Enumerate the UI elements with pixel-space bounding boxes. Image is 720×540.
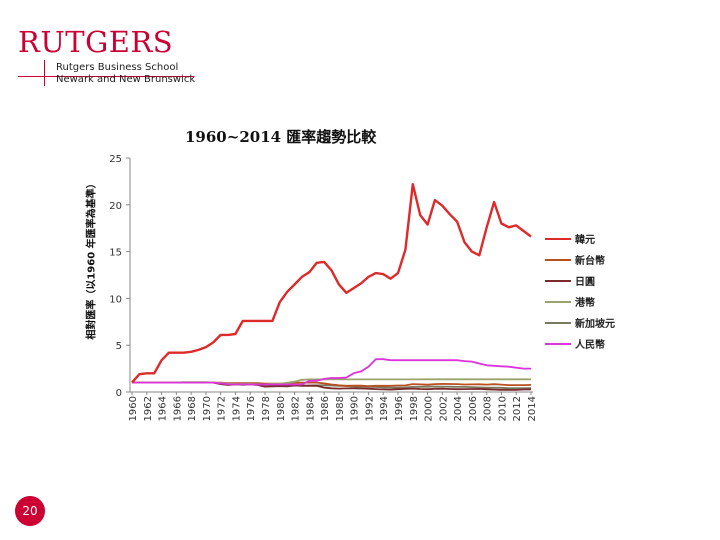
legend-item: 新加坡元 <box>545 312 615 333</box>
legend-label: 日圓 <box>575 277 595 288</box>
x-tick-label: 1960 <box>128 396 139 421</box>
x-tick-label: 1976 <box>246 396 257 421</box>
logo-school-name: Rutgers Business School <box>56 62 179 73</box>
series-line-1 <box>131 182 532 384</box>
x-tick-label: 1998 <box>409 396 420 421</box>
page-number: 20 <box>15 496 45 526</box>
legend-item: 人民幣 <box>545 333 615 354</box>
x-tick-label: 2010 <box>497 396 508 421</box>
x-tick-label: 1986 <box>320 396 331 421</box>
x-tick-label: 1980 <box>276 396 287 421</box>
logo-rule-horizontal <box>18 76 194 77</box>
legend-label: 韓元 <box>575 235 595 246</box>
y-tick-label: 20 <box>109 201 122 212</box>
x-tick-label: 1972 <box>217 396 228 421</box>
series-line-6 <box>132 358 531 386</box>
logo-rule-vertical <box>44 60 45 86</box>
chart-title: 1960~2014 匯率趨勢比較 <box>185 128 377 146</box>
x-tick-label: 1964 <box>158 396 169 421</box>
y-tick-label: 25 <box>109 154 122 165</box>
legend-swatch <box>545 300 571 303</box>
x-tick-label: 1982 <box>291 396 302 421</box>
legend-swatch <box>545 237 571 240</box>
x-tick-label: 2008 <box>483 396 494 421</box>
x-tick-label: 1974 <box>231 396 242 421</box>
legend-label: 港幣 <box>575 298 595 309</box>
logo-campus-name: Newark and New Brunswick <box>56 74 196 85</box>
x-tick-label: 1994 <box>379 396 390 421</box>
x-tick-label: 2002 <box>438 396 449 421</box>
x-tick-label: 1978 <box>261 396 272 421</box>
legend-item: 日圓 <box>545 270 615 291</box>
x-tick-label: 2014 <box>527 396 538 421</box>
x-tick-label: 1968 <box>187 396 198 421</box>
x-tick-label: 1988 <box>335 396 346 421</box>
x-tick-label: 1990 <box>350 396 361 421</box>
legend-item: 新台幣 <box>545 249 615 270</box>
legend-swatch <box>545 258 571 261</box>
x-tick-label: 1966 <box>172 396 183 421</box>
y-tick-label: 10 <box>109 294 122 305</box>
y-tick-label: 5 <box>116 341 122 352</box>
x-tick-label: 2012 <box>512 396 523 421</box>
y-tick-label: 0 <box>116 388 122 399</box>
x-tick-label: 1970 <box>202 396 213 421</box>
x-tick-label: 2006 <box>468 396 479 421</box>
legend-swatch <box>545 321 571 324</box>
x-tick-label: 1992 <box>364 396 375 421</box>
x-tick-label: 1996 <box>394 396 405 421</box>
legend-label: 人民幣 <box>575 340 605 351</box>
x-tick-label: 2000 <box>424 396 435 421</box>
legend-swatch <box>545 279 571 282</box>
x-tick-label: 1962 <box>143 396 154 421</box>
chart-legend: 韓元新台幣日圓港幣新加坡元人民幣 <box>545 228 615 354</box>
legend-label: 新台幣 <box>575 256 605 267</box>
y-tick-label: 15 <box>109 248 122 259</box>
x-tick-label: 2004 <box>453 396 464 421</box>
legend-swatch <box>545 342 571 345</box>
legend-item: 港幣 <box>545 291 615 312</box>
legend-label: 新加坡元 <box>575 319 615 330</box>
logo-wordmark: RUTGERS <box>18 25 174 59</box>
legend-item: 韓元 <box>545 228 615 249</box>
x-tick-label: 1984 <box>305 396 316 421</box>
